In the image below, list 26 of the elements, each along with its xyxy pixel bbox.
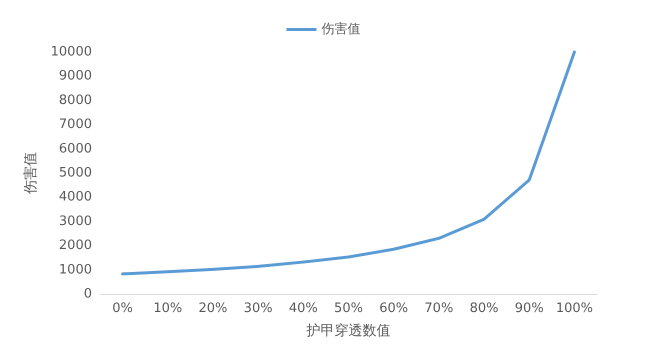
y-tick-label: 4000 [58, 190, 92, 205]
x-tick-label: 30% [244, 301, 273, 316]
legend-label: 伤害值 [322, 21, 360, 37]
x-tick-label: 0% [112, 301, 133, 316]
y-tick-label: 0 [84, 286, 92, 302]
y-tick-label: 7000 [58, 117, 92, 132]
x-tick-label: 90% [514, 301, 544, 316]
y-tick-label: 3000 [58, 214, 92, 229]
x-tick-label: 10% [153, 301, 182, 316]
y-tick-label: 6000 [58, 141, 92, 156]
line-series [121, 50, 576, 276]
x-tick-label: 100% [556, 301, 593, 316]
y-tick-label: 1000 [58, 262, 92, 278]
y-axis-title: 伤害值 [23, 152, 39, 194]
y-tick-label: 2000 [58, 238, 92, 254]
x-tick-label: 80% [470, 301, 498, 316]
x-tick-label: 20% [198, 301, 228, 316]
y-tick-label: 8000 [58, 92, 92, 108]
x-tick-label: 60% [379, 301, 408, 316]
x-tick-label: 40% [288, 301, 318, 316]
x-tick-label: 70% [424, 301, 454, 316]
x-axis-title: 护甲穿透数值 [306, 323, 390, 339]
y-tick-label: 5000 [58, 166, 92, 180]
y-tick-label: 9000 [58, 68, 92, 84]
y-tick-label: 10000 [50, 44, 92, 60]
x-tick-label: 50% [334, 301, 363, 316]
